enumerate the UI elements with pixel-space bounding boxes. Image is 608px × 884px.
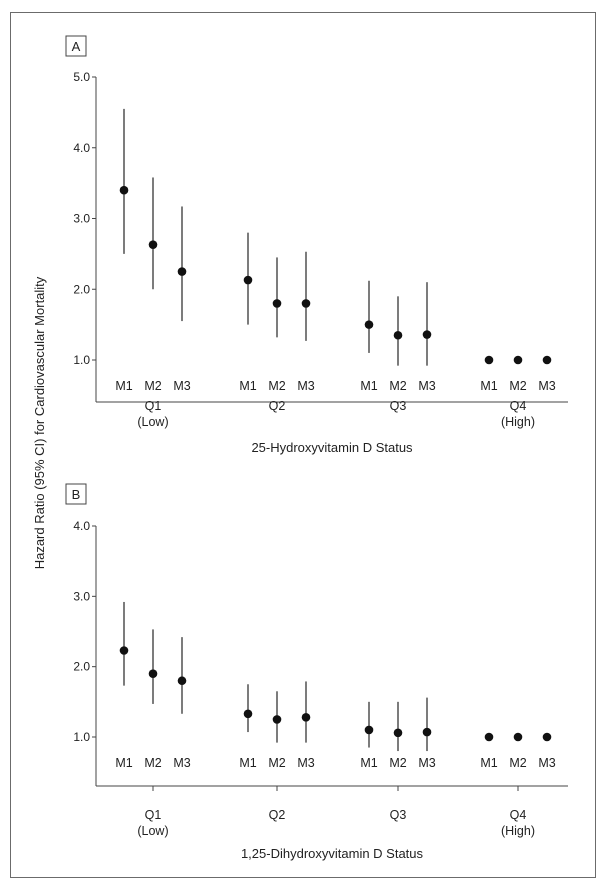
model-label: M1 xyxy=(360,379,377,393)
hazard-ratio-point xyxy=(542,732,552,742)
hazard-ratio-point xyxy=(393,728,403,738)
hazard-ratio-point xyxy=(364,320,374,329)
quartile-label: Q3 xyxy=(390,399,407,413)
model-label: M3 xyxy=(173,379,190,393)
hazard-ratio-point xyxy=(542,355,552,365)
quartile-sublabel: (Low) xyxy=(137,415,168,429)
hazard-ratio-point xyxy=(119,646,129,655)
hazard-ratio-point xyxy=(301,299,311,308)
hazard-ratio-point xyxy=(243,275,253,285)
hazard-ratio-point xyxy=(484,355,494,365)
quartile-label: Q1 xyxy=(145,808,162,822)
model-label: M1 xyxy=(239,379,256,393)
quartile-label: Q3 xyxy=(390,808,407,822)
model-label: M2 xyxy=(268,379,285,393)
hazard-ratio-point xyxy=(513,732,523,742)
x-axis-title: 1,25-Dihydroxyvitamin D Status xyxy=(241,846,424,861)
model-label: M3 xyxy=(418,379,435,393)
hazard-ratio-point xyxy=(301,713,311,722)
model-label: M2 xyxy=(389,756,406,770)
hazard-ratio-point xyxy=(148,240,158,249)
panel-label: B xyxy=(72,487,81,502)
model-label: M1 xyxy=(360,756,377,770)
panel-label-box xyxy=(65,483,87,505)
hazard-ratio-point xyxy=(364,725,374,735)
y-tick-label: 4.0 xyxy=(73,519,90,533)
y-tick-label: 1.0 xyxy=(73,353,90,367)
x-axis-title: 25-Hydroxyvitamin D Status xyxy=(251,440,413,455)
y-tick-label: 1.0 xyxy=(73,730,90,744)
hazard-ratio-point xyxy=(119,185,129,195)
y-tick-label: 2.0 xyxy=(73,282,90,296)
model-label: M2 xyxy=(509,379,526,393)
quartile-label: Q2 xyxy=(269,399,286,413)
model-label: M1 xyxy=(480,756,497,770)
model-label: M3 xyxy=(418,756,435,770)
model-label: M3 xyxy=(173,756,190,770)
hazard-ratio-point xyxy=(148,669,158,678)
quartile-label: Q4 xyxy=(510,808,527,822)
y-tick-label: 2.0 xyxy=(73,660,90,674)
model-label: M1 xyxy=(115,379,132,393)
hazard-ratio-point xyxy=(272,299,282,308)
y-tick-label: 3.0 xyxy=(73,212,90,226)
hazard-ratio-point xyxy=(393,330,403,340)
hazard-ratio-point xyxy=(272,715,282,724)
y-tick-label: 4.0 xyxy=(73,141,90,155)
model-label: M3 xyxy=(538,756,555,770)
model-label: M1 xyxy=(115,756,132,770)
model-label: M2 xyxy=(268,756,285,770)
y-axis-title: Hazard Ratio (95% CI) for Cardiovascular… xyxy=(32,276,47,569)
model-label: M3 xyxy=(538,379,555,393)
hazard-ratio-point xyxy=(422,727,432,737)
hazard-ratio-point xyxy=(484,732,494,742)
figure-frame xyxy=(10,12,596,878)
panel-label: A xyxy=(72,39,81,54)
model-label: M1 xyxy=(480,379,497,393)
model-label: M1 xyxy=(239,756,256,770)
hazard-ratio-point xyxy=(243,709,253,719)
model-label: M3 xyxy=(297,379,314,393)
y-tick-label: 3.0 xyxy=(73,589,90,603)
hazard-ratio-point xyxy=(177,267,187,276)
quartile-label: Q1 xyxy=(145,399,162,413)
model-label: M2 xyxy=(144,379,161,393)
y-tick-label: 5.0 xyxy=(73,70,90,84)
hazard-ratio-point xyxy=(422,330,432,339)
model-label: M2 xyxy=(389,379,406,393)
quartile-sublabel: (Low) xyxy=(137,824,168,838)
hazard-ratio-point xyxy=(513,355,523,365)
model-label: M2 xyxy=(509,756,526,770)
quartile-label: Q2 xyxy=(269,808,286,822)
hazard-ratio-point xyxy=(177,676,187,686)
model-label: M2 xyxy=(144,756,161,770)
quartile-label: Q4 xyxy=(510,399,527,413)
quartile-sublabel: (High) xyxy=(501,415,535,429)
panel-label-box xyxy=(65,35,87,57)
quartile-sublabel: (High) xyxy=(501,824,535,838)
model-label: M3 xyxy=(297,756,314,770)
